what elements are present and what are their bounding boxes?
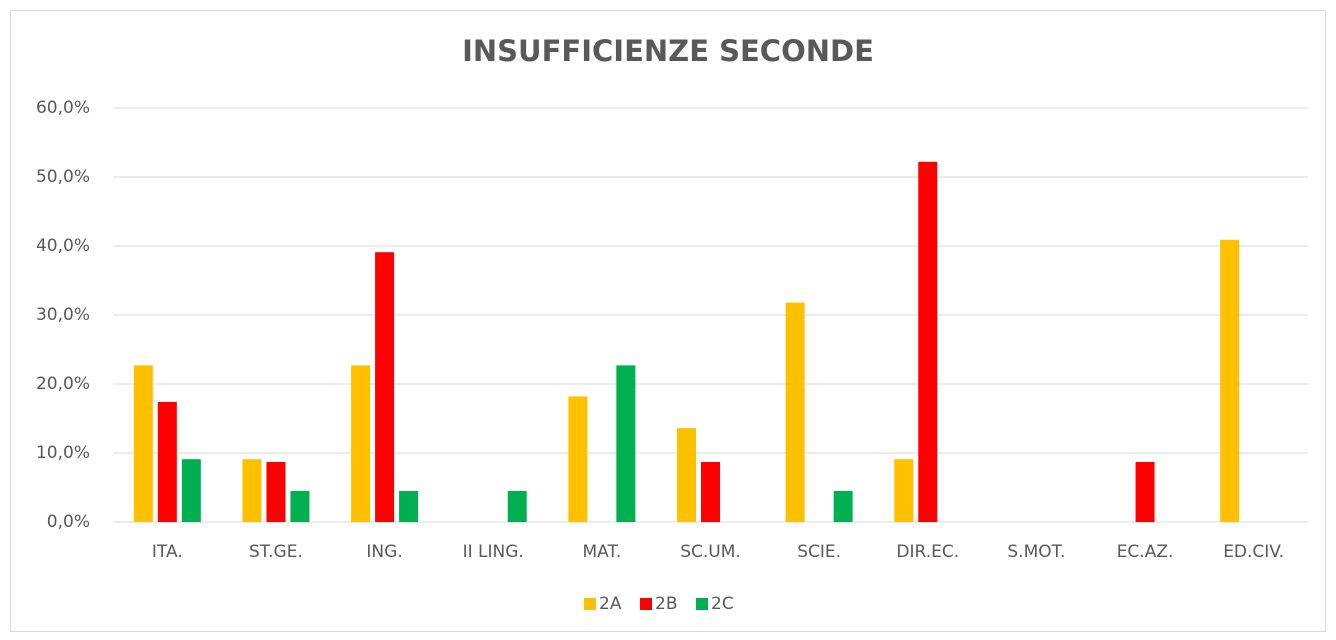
bar	[399, 490, 419, 522]
x-tick-label: II LING.	[463, 542, 524, 562]
legend-label: 2A	[599, 594, 622, 614]
legend-label: 2C	[711, 594, 734, 614]
legend-swatch	[584, 598, 596, 610]
y-tick-label: 10,0%	[36, 443, 90, 463]
x-tick-label: SC.UM.	[680, 542, 741, 562]
x-tick-label: ING.	[366, 542, 402, 562]
bar	[1135, 461, 1155, 522]
x-tick-label: S.MOT.	[1007, 542, 1065, 562]
y-tick-label: 20,0%	[36, 374, 90, 394]
bar	[290, 490, 310, 522]
bar	[568, 396, 588, 522]
bar	[833, 490, 853, 522]
y-tick-label: 50,0%	[36, 167, 90, 187]
x-tick-label: ED.CIV.	[1223, 542, 1284, 562]
x-tick-label: ST.GE.	[249, 542, 303, 562]
legend-label: 2B	[655, 594, 677, 614]
bar	[616, 365, 636, 522]
x-tick-label: EC.AZ.	[1117, 542, 1174, 562]
bar	[157, 401, 177, 522]
legend-swatch	[640, 598, 652, 610]
bar	[181, 459, 201, 522]
bar	[1220, 239, 1240, 523]
y-tick-label: 40,0%	[36, 236, 90, 256]
x-tick-label: SCIE.	[797, 542, 841, 562]
bar	[918, 161, 938, 522]
bar	[266, 461, 286, 522]
bar	[677, 428, 696, 522]
bar	[507, 490, 527, 522]
bar	[133, 365, 153, 522]
bar	[375, 252, 395, 522]
chart-title: INSUFFICIENZE SECONDE	[462, 34, 874, 68]
x-tick-label: DIR.EC.	[896, 542, 959, 562]
bar	[785, 302, 805, 522]
y-tick-label: 0,0%	[47, 512, 90, 532]
bar	[701, 461, 720, 522]
x-tick-label: MAT.	[582, 542, 621, 562]
bar	[242, 459, 262, 522]
x-tick-label: ITA.	[152, 542, 183, 562]
bar	[351, 365, 371, 522]
bar	[894, 459, 914, 522]
y-tick-label: 30,0%	[36, 305, 90, 325]
y-tick-label: 60,0%	[36, 98, 90, 118]
chart-border	[10, 10, 1326, 632]
legend-swatch	[696, 598, 708, 610]
